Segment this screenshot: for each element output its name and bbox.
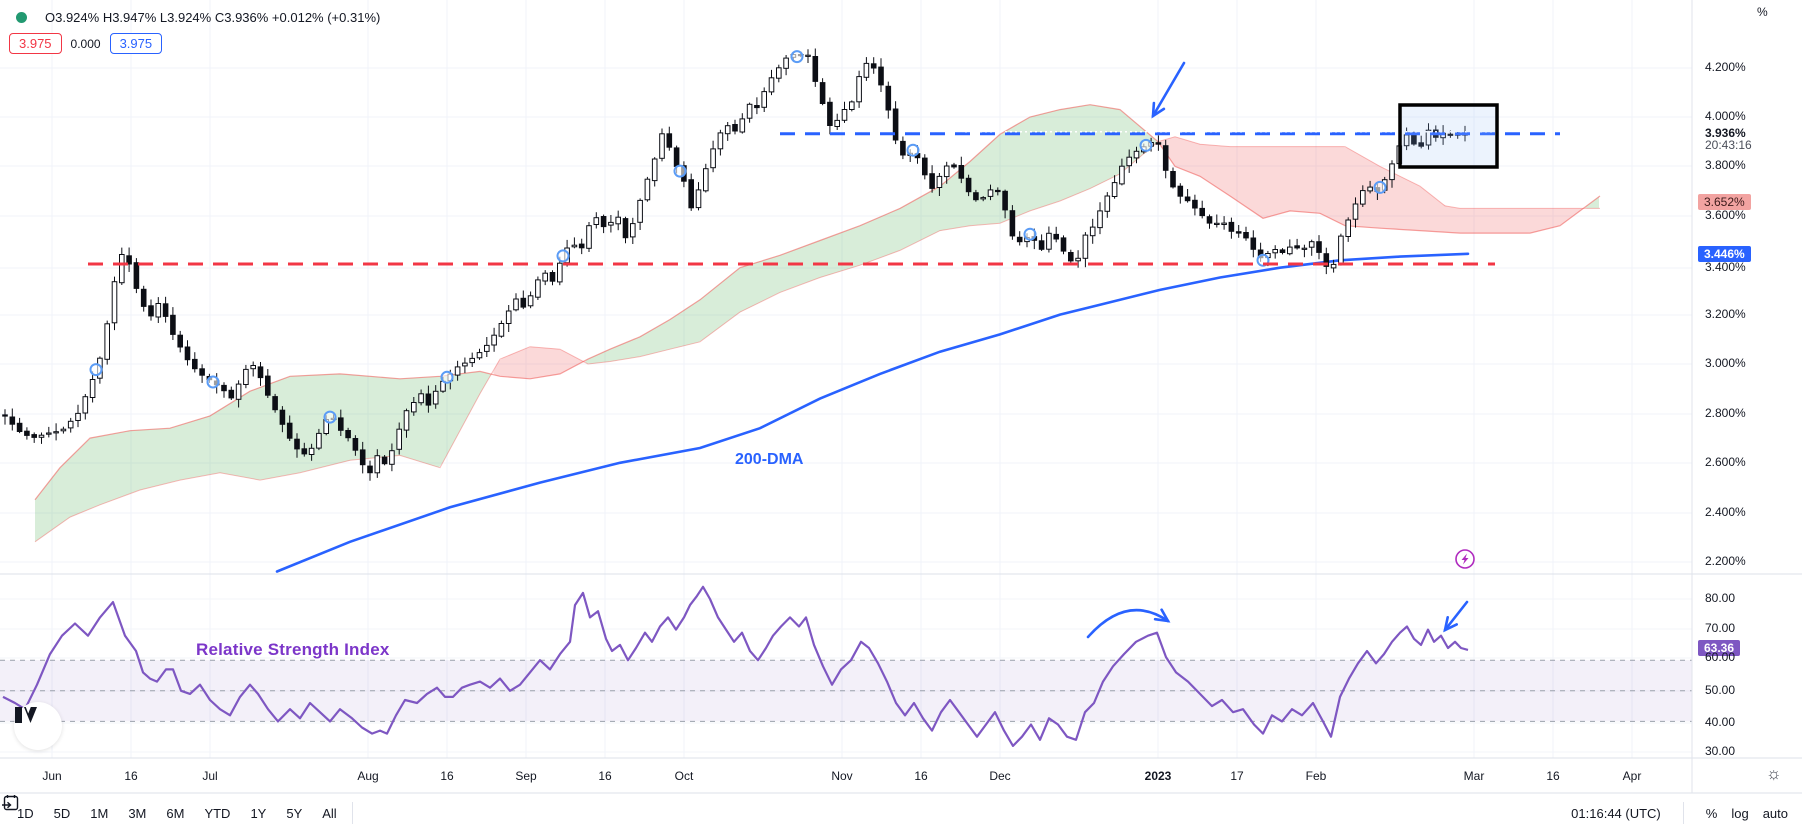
range-button-6m[interactable]: 6M: [166, 805, 185, 821]
rsi-tick-label: 60.00: [1705, 650, 1736, 664]
legend: O3.924% H3.947% L3.924% C3.936% +0.012% …: [8, 6, 380, 54]
range-button-1y[interactable]: 1Y: [250, 805, 267, 821]
rsi-tick-label: 80.00: [1705, 591, 1736, 605]
date-tick-label[interactable]: 17: [1230, 769, 1244, 783]
date-tick-label[interactable]: 16: [598, 769, 612, 783]
date-tick-label[interactable]: Feb: [1305, 769, 1327, 783]
range-button-5y[interactable]: 5Y: [286, 805, 303, 821]
bottom-toolbar: 1D 5D 1M 3M 6M YTD 1Y 5Y All 01:16:44 (UTC) % lo…: [0, 794, 1802, 832]
date-tick-label[interactable]: Oct: [674, 769, 694, 783]
date-tick-label[interactable]: Sep: [515, 769, 537, 783]
tv-logo-glyph: [15, 707, 37, 723]
percent-scale-toggle[interactable]: %: [1705, 805, 1718, 821]
toolbar-divider-right: [1682, 802, 1684, 824]
rsi-tick-label: 30.00: [1705, 744, 1736, 758]
date-tick-label[interactable]: Jun: [42, 769, 62, 783]
sell-button[interactable]: 3.975: [9, 33, 62, 54]
scale-settings-icon[interactable]: ☼: [1766, 764, 1782, 783]
rsi-tick-label: 70.00: [1705, 621, 1736, 635]
auto-scale-toggle[interactable]: auto: [1762, 805, 1788, 821]
date-tick-label[interactable]: Nov: [831, 769, 853, 783]
session-clock[interactable]: 01:16:44 (UTC): [1571, 805, 1661, 821]
rsi-tick-label: 40.00: [1705, 715, 1736, 729]
price-tick-label: 3.000%: [1705, 356, 1746, 370]
price-tick-label: 3.800%: [1705, 158, 1746, 172]
calendar-arrow-icon: [2, 795, 19, 811]
rsi-tick-label: 50.00: [1705, 683, 1736, 697]
rsi-title: Relative Strength Index: [196, 640, 390, 659]
date-tick-label[interactable]: 16: [440, 769, 454, 783]
date-tick-label[interactable]: Jul: [202, 769, 218, 783]
price-tick-label: 3.600%: [1705, 208, 1746, 222]
ichimoku-value-label: 3.652%: [1698, 194, 1751, 210]
buy-button[interactable]: 3.975: [109, 33, 163, 54]
date-tick-label[interactable]: 16: [1546, 769, 1560, 783]
date-tick-label[interactable]: Mar: [1463, 769, 1485, 783]
range-button-1m[interactable]: 1M: [90, 805, 109, 821]
toolbar-divider: [351, 802, 353, 824]
date-tick-label[interactable]: Apr: [1622, 769, 1642, 783]
tradingview-logo-icon[interactable]: [14, 702, 62, 750]
date-tick-label[interactable]: Dec: [989, 769, 1011, 783]
price-tick-label: 3.200%: [1705, 307, 1746, 321]
price-tick-label: 3.400%: [1705, 260, 1746, 274]
date-tick-label[interactable]: Aug: [357, 769, 379, 783]
price-tick-label: 4.000%: [1705, 109, 1746, 123]
price-tick-label: 2.600%: [1705, 455, 1746, 469]
range-button-5d[interactable]: 5D: [53, 805, 71, 821]
price-axis-unit: %: [1757, 5, 1768, 19]
spread-value: 0.000: [70, 36, 101, 51]
countdown-timer: 20:43:16: [1705, 138, 1752, 152]
current-price-value: 3.936%: [1705, 126, 1746, 140]
dma-value-label: 3.446%: [1698, 246, 1751, 262]
rsi-value-label: 63.36: [1698, 640, 1741, 656]
date-tick-label[interactable]: 16: [124, 769, 138, 783]
dma-annotation-label: 200-DMA: [735, 451, 804, 468]
range-button-all[interactable]: All: [322, 805, 337, 821]
date-range-buttons: 1D 5D 1M 3M 6M YTD 1Y 5Y All: [0, 803, 344, 824]
range-button-1d[interactable]: 1D: [17, 805, 34, 821]
symbol-status-icon: [16, 11, 27, 23]
date-tick-label[interactable]: 16: [914, 769, 928, 783]
range-button-ytd[interactable]: YTD: [204, 805, 231, 821]
price-tick-label: 2.400%: [1705, 505, 1746, 519]
date-tick-label[interactable]: 2023: [1144, 769, 1172, 783]
price-tick-label: 4.200%: [1705, 60, 1746, 74]
price-tick-label: 2.200%: [1705, 554, 1746, 568]
current-price-label: 3.936% 20:43:16: [1705, 127, 1752, 151]
range-button-3m[interactable]: 3M: [128, 805, 147, 821]
ohlc-values: O3.924% H3.947% L3.924% C3.936% +0.012% …: [45, 9, 381, 25]
price-tick-label: 2.800%: [1705, 406, 1746, 420]
log-scale-toggle[interactable]: log: [1731, 805, 1749, 821]
